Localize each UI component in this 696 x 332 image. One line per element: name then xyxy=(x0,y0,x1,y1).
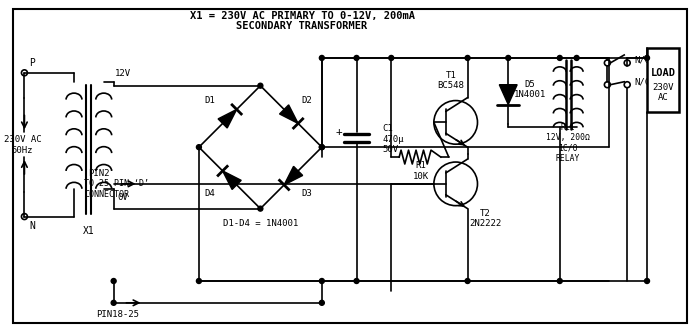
Text: 230V
AC: 230V AC xyxy=(652,83,674,102)
Circle shape xyxy=(506,55,511,60)
FancyBboxPatch shape xyxy=(647,48,679,113)
Circle shape xyxy=(557,279,562,284)
Circle shape xyxy=(196,279,201,284)
Circle shape xyxy=(465,279,470,284)
Text: P: P xyxy=(29,58,35,68)
Circle shape xyxy=(319,55,324,60)
Text: 12V: 12V xyxy=(115,69,131,78)
Text: N: N xyxy=(29,221,35,231)
Text: SECONDARY TRANSFORMER: SECONDARY TRANSFORMER xyxy=(237,21,367,31)
FancyBboxPatch shape xyxy=(13,9,687,323)
Circle shape xyxy=(354,55,359,60)
Polygon shape xyxy=(280,105,298,124)
Text: N/O: N/O xyxy=(634,55,650,64)
Text: C1
470μ
50V: C1 470μ 50V xyxy=(382,124,404,154)
Text: R1
10K: R1 10K xyxy=(413,161,429,181)
Circle shape xyxy=(319,300,324,305)
Circle shape xyxy=(644,55,649,60)
Text: RL1
12V, 200Ω
1C/O
RELAY: RL1 12V, 200Ω 1C/O RELAY xyxy=(546,123,590,163)
Circle shape xyxy=(389,55,394,60)
Text: N/C: N/C xyxy=(634,77,650,86)
Circle shape xyxy=(319,279,324,284)
Text: PIN18-25: PIN18-25 xyxy=(96,310,139,319)
Polygon shape xyxy=(284,166,303,185)
Circle shape xyxy=(319,145,324,150)
Text: X1: X1 xyxy=(83,226,95,236)
Text: 230V AC
50Hz: 230V AC 50Hz xyxy=(3,135,41,155)
Circle shape xyxy=(111,279,116,284)
Circle shape xyxy=(196,145,201,150)
Text: LOAD: LOAD xyxy=(650,68,675,78)
Polygon shape xyxy=(218,110,237,128)
Circle shape xyxy=(258,206,263,211)
Text: 0V: 0V xyxy=(117,193,128,202)
Text: D4: D4 xyxy=(205,189,215,198)
Text: D1-D4 = 1N4001: D1-D4 = 1N4001 xyxy=(223,219,298,228)
Circle shape xyxy=(258,83,263,88)
Circle shape xyxy=(465,55,470,60)
Circle shape xyxy=(354,279,359,284)
Circle shape xyxy=(557,55,562,60)
Text: D1: D1 xyxy=(205,96,215,105)
Text: X1 = 230V AC PRIMARY TO 0-12V, 200mA: X1 = 230V AC PRIMARY TO 0-12V, 200mA xyxy=(189,11,415,21)
Circle shape xyxy=(111,300,116,305)
Text: T2
2N2222: T2 2N2222 xyxy=(469,209,502,228)
Text: D5
1N4001: D5 1N4001 xyxy=(514,80,546,99)
Polygon shape xyxy=(223,171,242,190)
Text: +: + xyxy=(335,127,342,137)
Circle shape xyxy=(574,55,579,60)
Circle shape xyxy=(644,279,649,284)
Text: T1
BC548: T1 BC548 xyxy=(437,71,464,90)
Text: D3: D3 xyxy=(301,189,313,198)
Text: TO 25 PIN ‘D’
CONNECTOR: TO 25 PIN ‘D’ CONNECTOR xyxy=(84,179,149,199)
Text: PIN2: PIN2 xyxy=(88,169,109,178)
Polygon shape xyxy=(499,85,517,105)
Circle shape xyxy=(319,145,324,150)
Text: D2: D2 xyxy=(301,96,313,105)
